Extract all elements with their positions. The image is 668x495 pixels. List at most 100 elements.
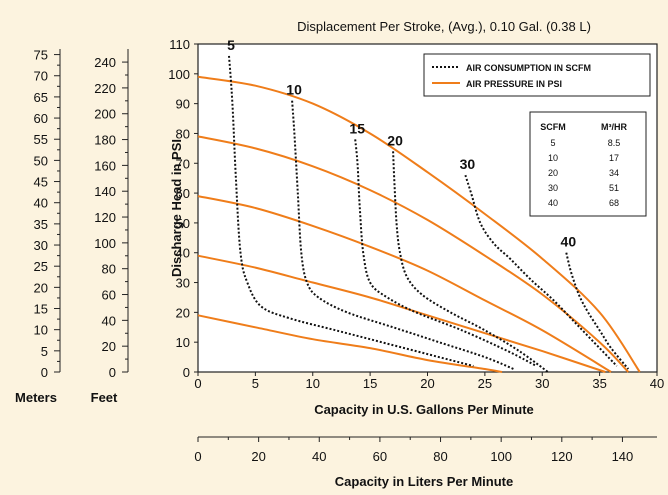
- y-tick-label: 80: [176, 126, 190, 141]
- y-tick-label: 60: [176, 186, 190, 201]
- liters-tick-label: 20: [251, 449, 265, 464]
- curve-label-40-scfm: 40: [561, 234, 577, 250]
- liters-axis: 0 20 40 60 80 100 120 140: [194, 436, 657, 464]
- feet-tick-label: 20: [102, 339, 116, 354]
- feet-scale-label: Feet: [91, 390, 118, 405]
- feet-tick-label: 60: [102, 288, 116, 303]
- x-tick-label: 15: [363, 376, 377, 391]
- curve-label-20-scfm: 20: [387, 132, 403, 148]
- table-cell-scfm: 5: [550, 138, 555, 148]
- liters-tick-label: 60: [373, 449, 387, 464]
- meters-tick-label: 30: [34, 238, 48, 253]
- meters-tick-label: 55: [34, 132, 48, 147]
- meters-tick-label: 5: [41, 344, 48, 359]
- meters-tick-label: 15: [34, 302, 48, 317]
- meters-tick-label: 10: [34, 323, 48, 338]
- meters-tick-label: 50: [34, 153, 48, 168]
- meters-tick-label: 65: [34, 90, 48, 105]
- y-tick-label: 0: [183, 365, 190, 380]
- y-axis-label: Discharge Head in PSI: [169, 139, 184, 277]
- liters-tick-label: 80: [433, 449, 447, 464]
- liters-tick-label: 40: [312, 449, 326, 464]
- curve-label-10-scfm: 10: [286, 82, 302, 98]
- feet-tick-label: 240: [94, 55, 116, 70]
- air-pressure-curves: [197, 75, 641, 373]
- table-cell-scfm: 10: [548, 153, 558, 163]
- feet-tick-label: 140: [94, 184, 116, 199]
- x-tick-label: 5: [252, 376, 259, 391]
- air-consumption-line-10-scfm: [291, 100, 514, 370]
- x-tick-label: 40: [650, 376, 664, 391]
- conversion-table: SCFM M³/HR 5 8.5 10 17 20 34 30 51 40 68: [529, 111, 647, 217]
- table-header-m3hr: M³/HR: [601, 122, 627, 132]
- meters-scale-label: Meters: [15, 390, 57, 405]
- meters-tick-label: 0: [41, 365, 48, 380]
- liters-axis-label: Capacity in Liters Per Minute: [335, 474, 513, 489]
- air-pressure-line-3: [197, 195, 612, 373]
- curve-label-30-scfm: 30: [460, 156, 476, 172]
- air-pressure-line-2: [197, 135, 630, 373]
- meters-tick-label: 70: [34, 69, 48, 84]
- chart-title: Displacement Per Stroke, (Avg.), 0.10 Ga…: [297, 19, 591, 34]
- feet-tick-label: 220: [94, 81, 116, 96]
- legend-consumption-label: AIR CONSUMPTION IN SCFM: [466, 63, 591, 73]
- y-tick-label: 40: [176, 246, 190, 261]
- meters-tick-label: 20: [34, 280, 48, 295]
- table-cell-m3hr: 51: [609, 183, 619, 193]
- feet-tick-label: 160: [94, 158, 116, 173]
- liters-tick-label: 100: [490, 449, 512, 464]
- y-tick-label: 20: [176, 305, 190, 320]
- air-pressure-line-4: [197, 254, 606, 373]
- table-header-scfm: SCFM: [540, 122, 566, 132]
- liters-tick-label: 140: [612, 449, 634, 464]
- feet-tick-label: 120: [94, 210, 116, 225]
- y-tick-label: 50: [176, 216, 190, 231]
- curve-label-15-scfm: 15: [349, 120, 365, 136]
- feet-tick-label: 80: [102, 262, 116, 277]
- conversion-table-rows: 5 8.5 10 17 20 34 30 51 40 68: [548, 138, 620, 208]
- meters-tick-label: 45: [34, 175, 48, 190]
- left-scales: 0 5 10 15 20 25 30 35 40 45 50 55 60 65 70 75 0 20 40 60 80 1…: [34, 48, 129, 380]
- x-axis: 0 5 10 15 20 25 30 35 40: [194, 372, 664, 391]
- y-axis: 0 10 20 30 40 50 60 70 80 90 100 110: [168, 37, 198, 380]
- x-axis-label: Capacity in U.S. Gallons Per Minute: [314, 402, 534, 417]
- x-tick-label: 30: [535, 376, 549, 391]
- air-consumption-line-15-scfm: [354, 139, 537, 367]
- legend-pressure-label: AIR PRESSURE IN PSI: [466, 79, 562, 89]
- meters-tick-label: 75: [34, 48, 48, 63]
- x-tick-label: 35: [592, 376, 606, 391]
- legend: AIR CONSUMPTION IN SCFM AIR PRESSURE IN …: [423, 53, 651, 97]
- feet-tick-label: 180: [94, 133, 116, 148]
- x-tick-label: 20: [420, 376, 434, 391]
- meters-tick-label: 40: [34, 196, 48, 211]
- y-tick-label: 70: [176, 156, 190, 171]
- air-consumption-line-5-scfm: [228, 55, 474, 367]
- feet-tick-label: 200: [94, 107, 116, 122]
- table-cell-m3hr: 68: [609, 198, 619, 208]
- y-tick-label: 110: [169, 37, 190, 52]
- x-tick-label: 25: [478, 376, 492, 391]
- liters-tick-label: 120: [551, 449, 573, 464]
- y-tick-label: 100: [168, 67, 190, 82]
- air-pressure-line-5: [197, 314, 503, 373]
- liters-tick-label: 0: [194, 449, 201, 464]
- meters-tick-label: 35: [34, 217, 48, 232]
- table-cell-scfm: 20: [548, 168, 558, 178]
- air-pressure-line-1: [197, 75, 641, 373]
- air-consumption-curves: 5 10 15 20 30 40: [227, 37, 630, 373]
- meters-tick-label: 25: [34, 259, 48, 274]
- x-tick-label: 0: [194, 376, 201, 391]
- table-cell-m3hr: 17: [609, 153, 619, 163]
- legend-box: [423, 53, 651, 97]
- table-cell-scfm: 40: [548, 198, 558, 208]
- meters-tick-label: 60: [34, 111, 48, 126]
- curve-label-5-scfm: 5: [227, 37, 235, 53]
- y-tick-label: 30: [176, 276, 190, 291]
- table-cell-m3hr: 34: [609, 168, 619, 178]
- feet-tick-label: 100: [94, 236, 116, 251]
- y-tick-label: 10: [176, 335, 190, 350]
- x-tick-label: 10: [306, 376, 320, 391]
- feet-tick-label: 40: [102, 313, 116, 328]
- air-consumption-line-40-scfm: [565, 252, 630, 370]
